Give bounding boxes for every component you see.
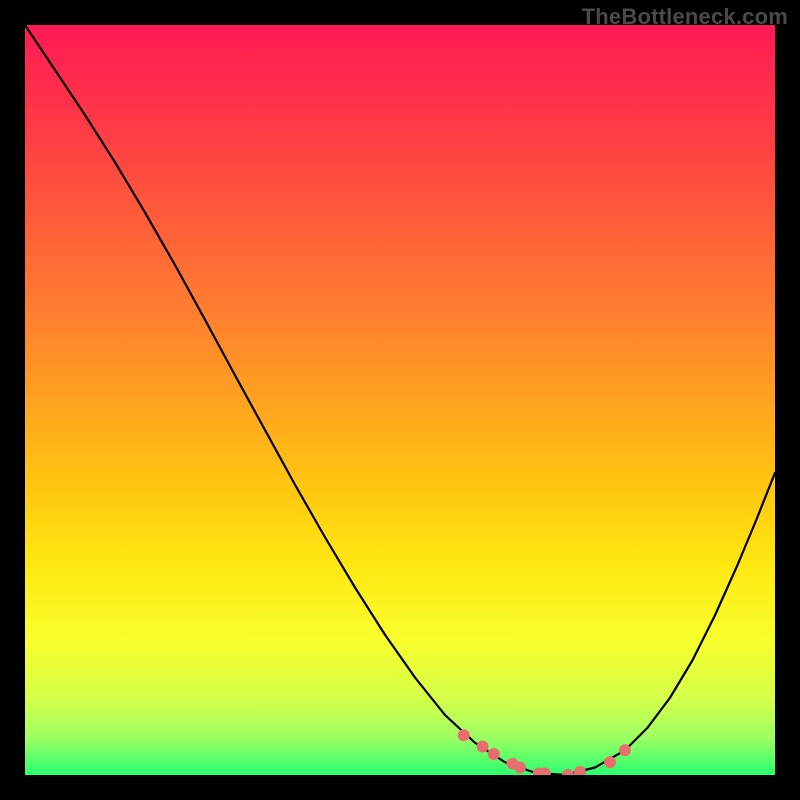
curve-marker <box>619 744 631 756</box>
plot-svg <box>25 25 775 775</box>
curve-marker <box>488 748 500 760</box>
curve-marker <box>514 762 526 774</box>
plot-area <box>25 25 775 775</box>
curve-marker <box>477 741 489 753</box>
curve-marker <box>458 729 470 741</box>
chart-canvas: TheBottleneck.com <box>0 0 800 800</box>
gradient-background <box>25 25 775 775</box>
curve-marker <box>604 756 616 768</box>
